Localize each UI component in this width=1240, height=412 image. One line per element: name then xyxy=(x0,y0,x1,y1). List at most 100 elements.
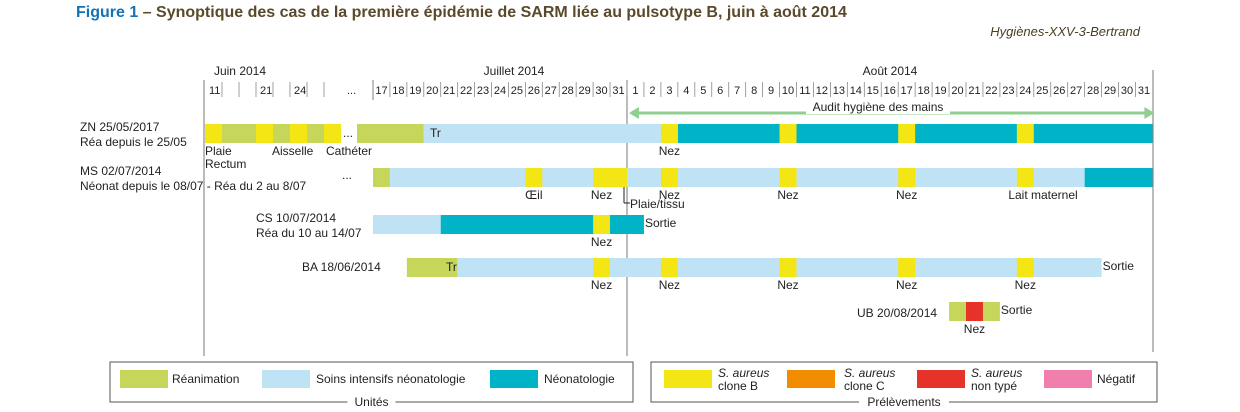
figure-number: Figure 1 xyxy=(76,4,139,21)
august-day-label: 31 xyxy=(1138,85,1150,97)
patient-label: ZN 25/05/2017 xyxy=(80,120,160,134)
august-day-label: 7 xyxy=(734,85,740,97)
sample-marker-clone_b xyxy=(525,168,543,187)
june-day-label: ... xyxy=(347,85,356,97)
sample-marker-non_type xyxy=(966,302,983,321)
audit-label: Audit hygiène des mains xyxy=(813,100,944,114)
legend-units-title-bg xyxy=(347,396,396,408)
august-day-label: 8 xyxy=(751,85,757,97)
sample-label: Nez xyxy=(659,144,680,158)
august-day-label: 23 xyxy=(1002,85,1014,97)
legend-label: non typé xyxy=(971,379,1017,393)
august-day-label: 28 xyxy=(1087,85,1099,97)
sample-marker-clone_b xyxy=(1016,168,1034,187)
august-day-label: 1 xyxy=(632,85,638,97)
stay-bar-soins_intensifs xyxy=(389,168,1085,187)
sample-label: Œil xyxy=(525,188,542,202)
legend-swatch-negatif xyxy=(1044,370,1092,388)
sample-label: Nez xyxy=(591,278,612,292)
sample-marker-clone_b xyxy=(779,168,797,187)
june-day-label: 24 xyxy=(294,85,306,97)
stay-ellipsis: ... xyxy=(343,126,353,140)
stay-bar-reanimation xyxy=(373,168,390,187)
figure-caption: – Synoptique des cas de la première épid… xyxy=(138,4,847,21)
august-day-label: 12 xyxy=(816,85,828,97)
sample-marker-clone_b xyxy=(898,124,916,143)
august-day-label: 18 xyxy=(918,85,930,97)
august-day-label: 24 xyxy=(1019,85,1031,97)
july-day-label: 22 xyxy=(460,85,472,97)
sample-marker-clone_b xyxy=(779,124,797,143)
stay-bar-reanimation xyxy=(205,124,424,143)
sample-label: Nez xyxy=(659,278,680,292)
sample-marker-clone_b xyxy=(290,124,307,143)
august-day-label: 30 xyxy=(1121,85,1133,97)
august-day-label: 11 xyxy=(799,85,810,97)
figure-title: Figure 1 – Synoptique des cas de la prem… xyxy=(76,4,847,22)
sample-marker-clone_b xyxy=(1016,258,1034,277)
audit-arrow-left-head xyxy=(629,107,639,119)
sample-marker-clone_b xyxy=(593,258,611,277)
august-day-label: 13 xyxy=(833,85,845,97)
july-day-label: 19 xyxy=(409,85,421,97)
july-day-label: 20 xyxy=(426,85,438,97)
sample-label: Nez xyxy=(777,188,798,202)
sample-marker-clone_b xyxy=(593,168,627,187)
legend-swatch-non_type xyxy=(917,370,965,388)
august-day-label: 4 xyxy=(683,85,689,97)
august-day-label: 20 xyxy=(951,85,963,97)
figure-credit: Hygiènes-XXV-3-Bertrand xyxy=(990,24,1140,39)
discharge-label: Sortie xyxy=(1001,303,1033,317)
patient-label: CS 10/07/2014 xyxy=(256,211,336,225)
july-day-label: 25 xyxy=(511,85,523,97)
august-day-label: 26 xyxy=(1053,85,1065,97)
audit-label-bg xyxy=(806,101,950,114)
legend-label: Négatif xyxy=(1097,372,1136,386)
legend-swatch-clone_b xyxy=(664,370,712,388)
july-day-label: 24 xyxy=(494,85,506,97)
discharge-label: Sortie xyxy=(645,216,677,230)
sample-marker-clone_b xyxy=(660,258,678,277)
august-day-label: 21 xyxy=(968,85,980,97)
stay-bar-soins_intensifs xyxy=(423,124,678,143)
july-day-label: 17 xyxy=(375,85,387,97)
sample-label: Nez xyxy=(591,188,612,202)
patient-sublabel: Néonat depuis le 08/07 - Réa du 2 au 8/0… xyxy=(80,179,306,193)
sample-marker-clone_b xyxy=(779,258,797,277)
august-day-label: 25 xyxy=(1036,85,1048,97)
transfer-label: Tr xyxy=(446,260,457,274)
sample-marker-clone_b xyxy=(898,168,916,187)
legend-label: S. aureus xyxy=(971,366,1022,380)
stay-gap xyxy=(340,124,357,143)
sample-label: Plaie/tissu xyxy=(630,197,685,211)
july-day-label: 27 xyxy=(545,85,557,97)
sample-marker-clone_b xyxy=(324,124,341,143)
sample-label: Cathéter xyxy=(326,144,372,158)
legend-label: clone B xyxy=(718,379,758,393)
august-day-label: 27 xyxy=(1070,85,1082,97)
sample-marker-clone_b xyxy=(593,215,611,234)
sample-label: Nez xyxy=(591,235,612,249)
patient-label: BA 18/06/2014 xyxy=(302,260,381,274)
june-day-label: 21 xyxy=(260,85,272,97)
august-day-label: 15 xyxy=(867,85,879,97)
august-day-label: 10 xyxy=(782,85,794,97)
august-day-label: 9 xyxy=(768,85,774,97)
legend-label: S. aureus xyxy=(718,366,769,380)
stay-ellipsis: ... xyxy=(342,168,352,182)
july-day-label: 26 xyxy=(528,85,540,97)
stay-bar-neonatologie xyxy=(440,215,644,234)
audit-arrow-right-head xyxy=(1144,107,1155,119)
legend-label: Réanimation xyxy=(172,372,239,386)
sample-label: Nez xyxy=(659,188,680,202)
legend-label: Soins intensifs néonatologie xyxy=(316,372,466,386)
stay-bar-reanimation xyxy=(406,258,458,277)
patient-label: MS 02/07/2014 xyxy=(80,164,162,178)
sample-marker-clone_b xyxy=(1016,124,1034,143)
july-day-label: 31 xyxy=(612,85,624,97)
august-day-label: 22 xyxy=(985,85,997,97)
sample-marker-clone_b xyxy=(898,258,916,277)
legend-swatch-neonatologie xyxy=(490,370,538,388)
august-day-label: 6 xyxy=(717,85,723,97)
